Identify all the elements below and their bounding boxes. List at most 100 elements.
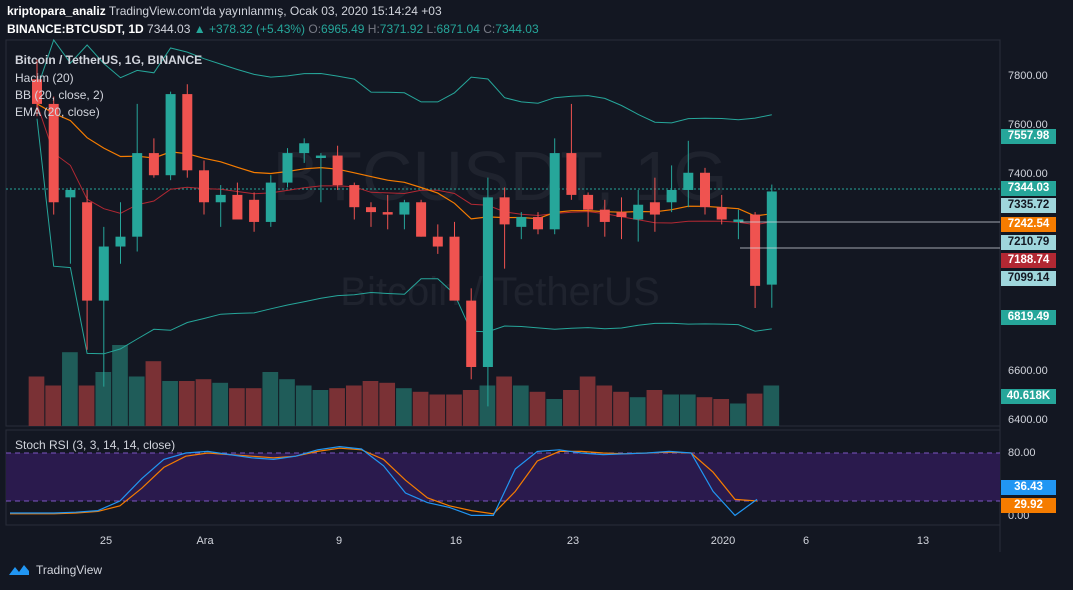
price-tag-last: 7344.03	[1001, 181, 1056, 196]
candle-body	[766, 191, 777, 285]
time-axis-label: 13	[916, 535, 930, 547]
high-label: H:	[367, 22, 380, 36]
candle-body	[332, 155, 343, 186]
low-value: 6871.04	[436, 22, 480, 36]
price-change: ▲ +378.32 (+5.43%)	[193, 22, 306, 36]
price-tag: 7188.74	[1001, 253, 1056, 268]
candle-body	[98, 246, 109, 301]
candle-body	[633, 204, 644, 220]
candle-body	[315, 155, 326, 159]
candle-body	[549, 153, 560, 230]
volume-bar	[112, 345, 128, 426]
stoch-band	[6, 453, 1000, 501]
volume-bar	[362, 381, 379, 426]
volume-bar	[496, 376, 512, 426]
volume-bar	[613, 391, 629, 426]
volume-bar	[429, 394, 446, 426]
low-label: L:	[426, 22, 437, 36]
volume-tag: 40.618K	[1001, 389, 1056, 404]
stoch-axis-label: 80.00	[1008, 447, 1036, 459]
volume-bars	[28, 345, 780, 426]
candle-body	[199, 170, 209, 203]
candle-body	[616, 212, 627, 218]
candlesticks[interactable]	[32, 59, 777, 407]
open-value: 6965.49	[321, 22, 365, 36]
volume-bar	[345, 385, 362, 426]
bollinger-bands	[36, 38, 772, 355]
candle-body	[132, 153, 143, 237]
volume-bar	[763, 385, 780, 426]
tradingview-footer[interactable]: TradingView	[8, 563, 102, 577]
volume-bar	[512, 385, 529, 426]
volume-bar	[563, 390, 579, 426]
volume-bar	[629, 397, 646, 426]
last-price: 7344.03	[147, 22, 191, 36]
volume-bar	[679, 394, 696, 426]
time-axis-label: 2020	[710, 535, 736, 547]
volume-bar	[62, 352, 78, 426]
candle-body	[583, 194, 594, 210]
time-axis-label: 6	[802, 535, 810, 547]
price-tag: 7210.79	[1001, 235, 1056, 250]
ohlc-header: BINANCE:BTCUSDT, 1D 7344.03 ▲ +378.32 (+…	[7, 22, 539, 36]
candle-body	[148, 153, 159, 176]
price-tag: 7099.14	[1001, 271, 1056, 286]
price-axis-label: 6400.00	[1008, 414, 1048, 426]
stoch-d-tag: 29.92	[1001, 498, 1056, 513]
candle-body	[466, 300, 477, 367]
close-value: 7344.03	[495, 22, 539, 36]
ema-legend[interactable]: EMA (20, close)	[15, 105, 100, 119]
high-value: 7371.92	[379, 22, 424, 36]
volume-legend[interactable]: Hacim (20)	[15, 71, 74, 85]
volume-bar	[195, 379, 212, 426]
price-tag: 6819.49	[1001, 310, 1056, 325]
volume-bar	[162, 381, 178, 426]
candle-body	[516, 217, 527, 227]
candle-body	[115, 236, 126, 247]
volume-bar	[145, 361, 162, 426]
volume-bar	[446, 394, 462, 426]
bb-legend[interactable]: BB (20, close, 2)	[15, 88, 104, 102]
chart-title[interactable]: Bitcoin / TetherUS, 1G, BINANCE	[15, 53, 203, 67]
volume-bar	[279, 379, 295, 426]
candle-body	[165, 94, 176, 176]
time-axis-label: 25	[99, 535, 113, 547]
volume-bar	[713, 399, 730, 426]
volume-bar	[229, 388, 245, 426]
symbol-label: BINANCE:BTCUSDT, 1D	[7, 22, 144, 36]
candle-body	[299, 143, 310, 154]
stoch-k-line	[10, 445, 758, 517]
volume-bar	[329, 388, 345, 426]
publication-header: kriptopara_analiz TradingView.com'da yay…	[7, 4, 442, 18]
candle-body	[733, 219, 744, 222]
close-label: C:	[483, 22, 496, 36]
price-tag: 7335.72	[1001, 198, 1056, 213]
volume-bar	[212, 382, 229, 426]
volume-bar	[730, 403, 746, 426]
candle-body	[499, 197, 510, 225]
candle-body	[282, 153, 293, 183]
bb-basis-line	[36, 103, 772, 226]
stoch-legend[interactable]: Stoch RSI (3, 3, 14, 14, close)	[15, 438, 176, 452]
volume-bar	[412, 391, 429, 426]
volume-bar	[379, 382, 396, 426]
bb-upper-line	[36, 38, 772, 124]
volume-bar	[396, 388, 412, 426]
stoch-k-tag: 36.43	[1001, 480, 1056, 495]
candle-body	[416, 202, 427, 237]
tradingview-brand: TradingView	[36, 563, 103, 577]
candle-body	[366, 207, 376, 213]
candle-body	[449, 236, 460, 301]
watermark-small: Bitcoin / TetherUS	[340, 270, 659, 314]
price-axis-label: 6600.00	[1008, 365, 1048, 377]
candle-body	[265, 182, 276, 222]
price-axis-label: 7800.00	[1008, 70, 1048, 82]
candle-body	[700, 172, 710, 208]
author-name[interactable]: kriptopara_analiz	[7, 4, 106, 18]
candle-body	[349, 185, 360, 208]
volume-bar	[546, 399, 563, 426]
candle-body	[232, 194, 243, 220]
tradingview-logo-icon	[9, 565, 29, 575]
candle-body	[432, 236, 443, 247]
